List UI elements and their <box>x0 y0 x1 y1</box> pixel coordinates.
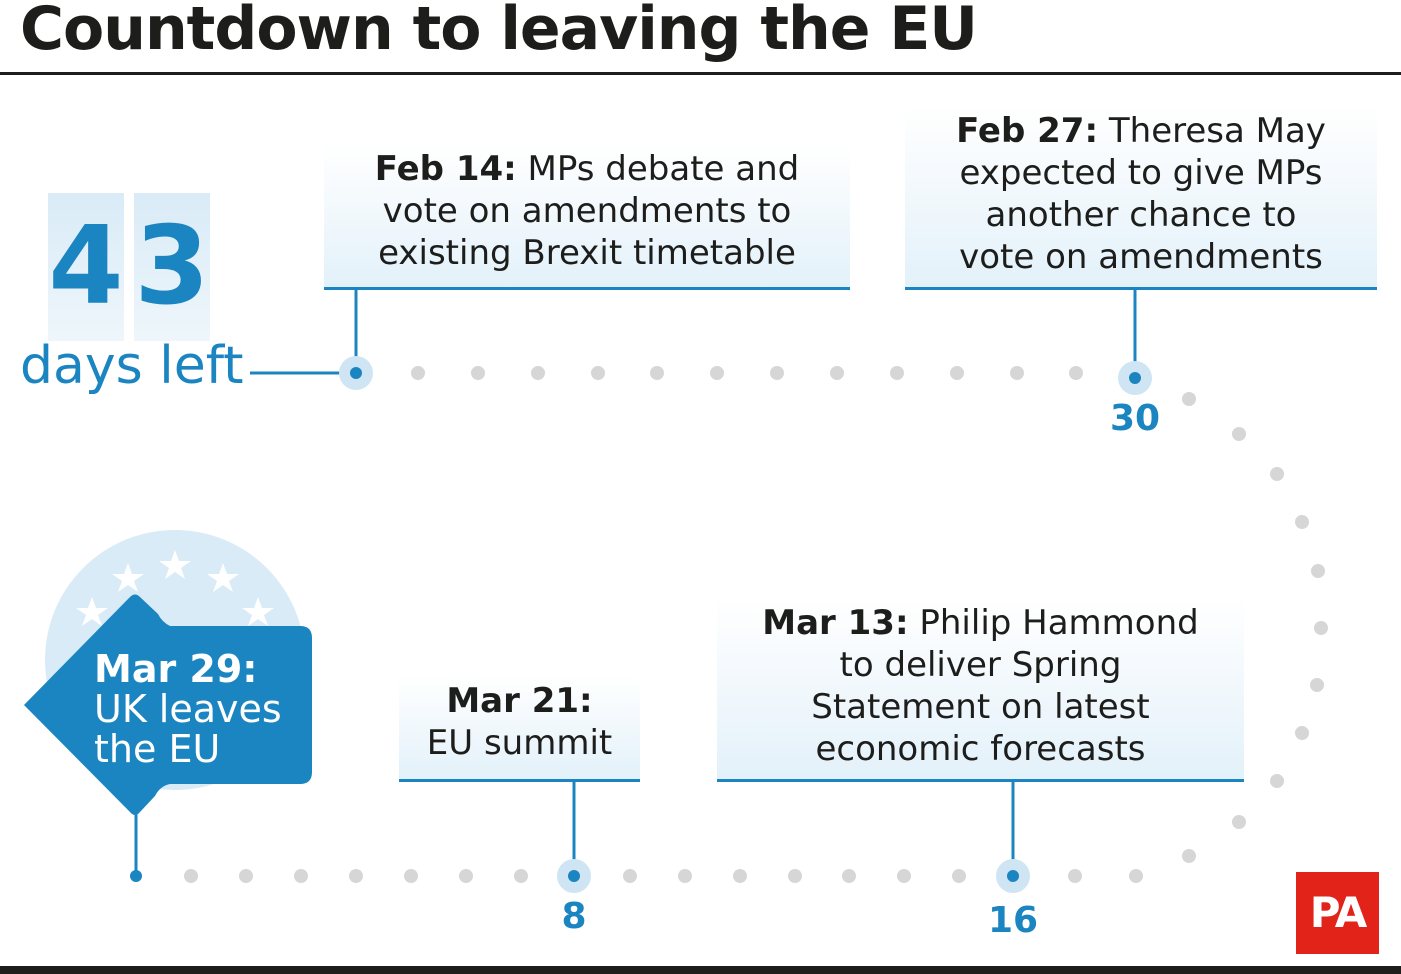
event-text-line: vote on amendments <box>959 237 1323 277</box>
event-feb14: Feb 14: MPs debate and vote on amendment… <box>324 144 850 290</box>
event-text-line: Statement on latest <box>811 687 1150 727</box>
event-text-line: economic forecasts <box>815 729 1146 769</box>
event-text-line: Philip Hammond <box>919 603 1199 643</box>
event-date: Feb 27: <box>956 111 1099 151</box>
event-mar13: Mar 13: Philip Hammond to deliver Spring… <box>717 598 1244 782</box>
event-text-line: vote on amendments to <box>382 191 792 231</box>
event-text-line: EU summit <box>426 723 613 763</box>
event-date: Mar 21: <box>446 681 593 721</box>
tick-label-8: 8 <box>561 896 587 937</box>
countdown-digit-tens: 4 <box>48 193 124 341</box>
page-title: Countdown to leaving the EU <box>20 0 978 64</box>
event-markers <box>130 356 1152 893</box>
eu-stars-icon <box>76 550 274 626</box>
event-text-line: to deliver Spring <box>839 645 1122 685</box>
event-text-line: Theresa May <box>1108 111 1326 151</box>
tick-label-30: 30 <box>1109 398 1161 439</box>
days-left-label: days left <box>20 336 244 396</box>
event-text-line: another chance to <box>985 195 1297 235</box>
tick-label-16: 16 <box>987 900 1039 941</box>
event-date: Mar 13: <box>762 603 909 643</box>
event-text-line: existing Brexit timetable <box>378 233 796 273</box>
pa-logo: PA <box>1296 872 1379 954</box>
bottom-divider <box>0 966 1401 974</box>
event-text-line: the EU <box>94 727 221 771</box>
event-date: Mar 29: <box>94 647 258 691</box>
countdown-digit-units: 3 <box>134 193 210 341</box>
event-date: Feb 14: <box>374 149 517 189</box>
event-feb27: Feb 27: Theresa May expected to give MPs… <box>905 106 1377 290</box>
event-text-line: expected to give MPs <box>959 153 1323 193</box>
event-mar29: Mar 29: UK leaves the EU <box>94 649 282 769</box>
event-text-line: MPs debate and <box>527 149 800 189</box>
event-mar21: Mar 21: EU summit <box>399 676 640 782</box>
title-divider <box>0 72 1401 75</box>
timeline-dots <box>184 366 1328 883</box>
mar29-arrow <box>24 594 312 815</box>
event-text-line: UK leaves <box>94 687 282 731</box>
